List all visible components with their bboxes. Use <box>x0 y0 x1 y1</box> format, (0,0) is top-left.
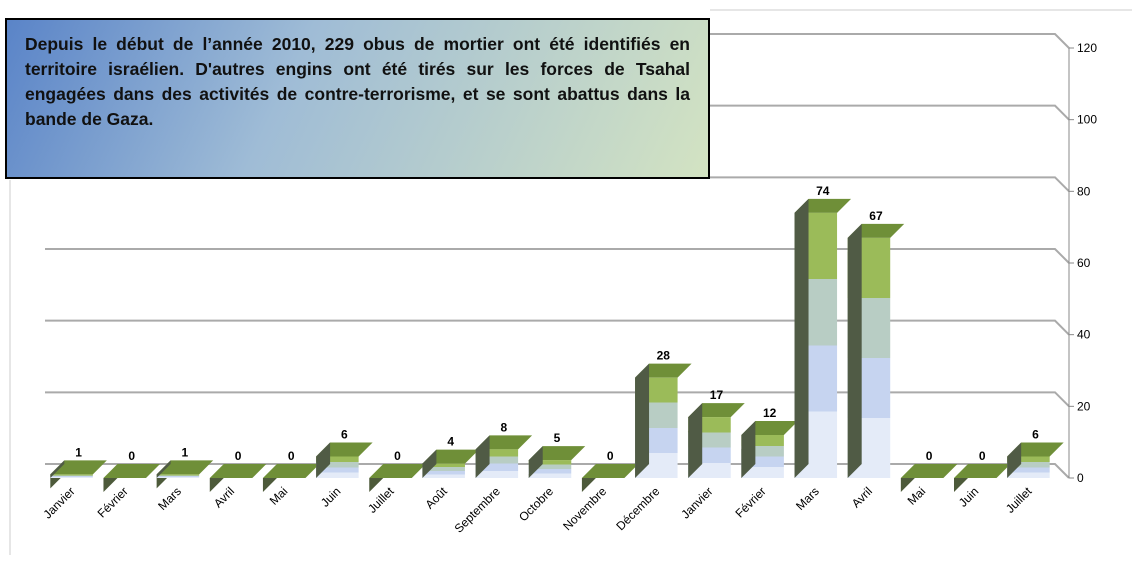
y-tick-label: 40 <box>1077 328 1091 342</box>
bar-side <box>369 478 384 492</box>
x-tick-label: Juillet <box>1003 484 1035 516</box>
y-tick-label: 20 <box>1077 399 1091 413</box>
grid-line <box>45 176 1070 193</box>
value-label: 4 <box>447 435 454 449</box>
value-label: 6 <box>1032 428 1039 442</box>
value-label: 0 <box>288 449 295 463</box>
value-label: 12 <box>763 406 777 420</box>
value-label: 28 <box>657 349 671 363</box>
value-label: 6 <box>341 428 348 442</box>
bar-top <box>156 460 214 475</box>
value-label: 74 <box>816 184 830 198</box>
x-tick-label: Juin <box>318 484 343 509</box>
bar-top <box>1007 442 1064 457</box>
y-tick-label: 120 <box>1077 41 1097 55</box>
x-tick-label: Novembre <box>560 484 609 533</box>
value-label: 1 <box>75 445 82 459</box>
bar-top <box>369 464 426 478</box>
x-tick-label: Août <box>422 484 450 512</box>
bar-side <box>1007 442 1022 478</box>
bar-side <box>103 478 118 492</box>
value-label: 0 <box>979 449 986 463</box>
x-tick-label: Février <box>95 484 131 520</box>
bar-top <box>741 421 798 435</box>
bar-side <box>422 449 437 478</box>
y-tick-label: 80 <box>1077 184 1091 198</box>
value-label: 17 <box>710 388 724 402</box>
bar-side <box>156 460 171 478</box>
x-tick-label: Avril <box>211 484 237 510</box>
grid-line <box>45 319 1070 336</box>
value-label: 67 <box>869 209 883 223</box>
bar-side <box>475 435 490 478</box>
value-label: 0 <box>926 449 933 463</box>
bar-top <box>528 446 586 461</box>
bar-top <box>50 460 107 475</box>
bar-side <box>635 363 650 478</box>
bar-top <box>475 435 533 450</box>
value-label: 0 <box>607 449 614 463</box>
y-tick-label: 60 <box>1077 256 1091 270</box>
bar-side <box>900 478 915 492</box>
bar-top <box>954 464 1011 478</box>
x-tick-label: Janvier <box>40 484 77 521</box>
bar-side <box>209 478 224 492</box>
x-tick-label: Juin <box>956 484 981 509</box>
bar-top <box>581 464 639 478</box>
bar-side <box>262 478 277 492</box>
bar-side <box>794 198 809 479</box>
x-tick-label: Mars <box>793 484 822 513</box>
bar-side <box>50 460 65 478</box>
x-tick-label: Mars <box>155 484 184 513</box>
bar-top <box>900 464 958 478</box>
x-tick-label: Mai <box>267 484 291 508</box>
bar-side <box>847 223 862 478</box>
x-tick-label: Décembre <box>613 484 662 533</box>
bar-side <box>688 403 703 478</box>
y-tick-label: 100 <box>1077 113 1097 127</box>
x-tick-label: Janvier <box>678 484 715 521</box>
bar-side <box>581 478 596 492</box>
value-label: 1 <box>182 445 189 459</box>
bar-side <box>316 442 331 478</box>
grid-line <box>45 463 1070 479</box>
x-tick-label: Septembre <box>452 484 504 536</box>
x-tick-label: Octobre <box>516 484 556 524</box>
bar <box>156 474 200 478</box>
grid-line <box>45 248 1070 264</box>
x-tick-label: Avril <box>849 484 875 510</box>
bar-top <box>635 363 692 378</box>
value-label: 0 <box>128 449 135 463</box>
x-tick-label: Février <box>732 484 768 520</box>
bar <box>50 474 93 478</box>
bar-top <box>103 464 160 478</box>
y-tick-label: 0 <box>1077 471 1084 485</box>
bar-top <box>262 464 320 478</box>
bar-side <box>528 446 543 478</box>
value-label: 5 <box>554 431 561 445</box>
grid-line <box>45 391 1070 408</box>
bar-top <box>794 198 852 213</box>
bar-side <box>954 478 968 492</box>
bar-top <box>847 223 905 238</box>
bar-top <box>688 403 745 418</box>
value-label: 0 <box>235 449 242 463</box>
value-label: 0 <box>394 449 401 463</box>
value-label: 8 <box>500 420 507 434</box>
bar-top <box>316 442 373 457</box>
annotation: Depuis le début de l’année 2010, 229 obu… <box>5 18 710 179</box>
bar-side <box>741 421 756 478</box>
bar-top <box>209 464 267 478</box>
x-tick-label: Mai <box>905 484 929 508</box>
bar-top <box>422 449 479 464</box>
